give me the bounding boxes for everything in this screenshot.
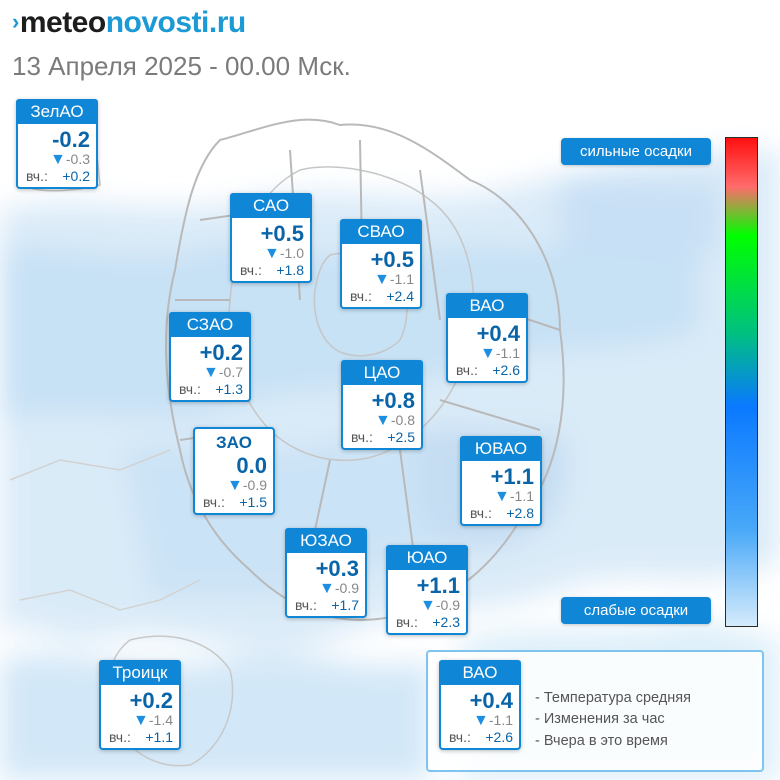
logo-text-part2: novosti.ru <box>105 6 247 39</box>
district-change: -0.9 <box>242 477 267 493</box>
yesterday-label: вч.: <box>396 614 418 630</box>
district-temperature: +1.1 <box>490 464 534 489</box>
district-yesterday: +1.3 <box>215 381 243 397</box>
district-name: ВАО <box>439 660 521 685</box>
district-name: Троицк <box>99 660 181 685</box>
district-yesterday: +1.7 <box>331 597 359 613</box>
district-temperature: +0.4 <box>469 688 513 713</box>
district-card-vao: ВАО +0.4 ▼-1.1 вч.: +2.6 <box>446 293 528 383</box>
legend-example-card: ВАО +0.4 ▼-1.1 вч.: +2.6 <box>439 660 521 750</box>
logo-mark-icon: › <box>12 9 19 34</box>
down-triangle-icon: ▼ <box>480 345 496 362</box>
district-yesterday: +2.3 <box>432 614 460 630</box>
district-temperature: +0.5 <box>370 247 414 272</box>
district-card-zelao: ЗелАО -0.2 ▼-0.3 вч.: +0.2 <box>16 99 98 189</box>
yesterday-label: вч.: <box>203 494 225 510</box>
legend-strong-precip-label: сильные осадки <box>561 138 711 165</box>
district-name: ЮАО <box>386 545 468 570</box>
yesterday-label: вч.: <box>26 168 48 184</box>
district-yesterday: +0.2 <box>62 168 90 184</box>
district-temperature: +0.3 <box>315 556 359 581</box>
district-change: -1.1 <box>495 345 520 361</box>
district-temperature: +0.8 <box>371 388 415 413</box>
down-triangle-icon: ▼ <box>375 412 391 429</box>
district-temperature: +0.2 <box>129 688 173 713</box>
down-triangle-icon: ▼ <box>133 712 149 729</box>
district-temperature: +0.2 <box>199 340 243 365</box>
district-change: -0.8 <box>390 412 415 428</box>
yesterday-label: вч.: <box>179 381 201 397</box>
page-subtitle: 13 Апреля 2025 - 00.00 Мск. <box>12 51 351 81</box>
district-temperature: +0.4 <box>476 321 520 346</box>
district-name: ЗАО <box>216 433 252 452</box>
district-change: -1.1 <box>509 488 534 504</box>
legend-key-temperature: - Температура средняя <box>535 690 691 706</box>
district-change: -0.9 <box>435 597 460 613</box>
district-yesterday: +2.4 <box>386 288 414 304</box>
district-yesterday: +2.5 <box>387 429 415 445</box>
district-change: -1.1 <box>389 271 414 287</box>
legend-key-change: - Изменения за час <box>535 711 665 727</box>
down-triangle-icon: ▼ <box>494 488 510 505</box>
district-card-svao: СВАО +0.5 ▼-1.1 вч.: +2.4 <box>340 219 422 309</box>
district-card-yuvao: ЮВАО +1.1 ▼-1.1 вч.: +2.8 <box>460 436 542 526</box>
down-triangle-icon: ▼ <box>374 271 390 288</box>
yesterday-label: вч.: <box>350 288 372 304</box>
district-temperature: +0.5 <box>260 221 304 246</box>
district-card-troitsk: Троицк +0.2 ▼-1.4 вч.: +1.1 <box>99 660 181 750</box>
district-name: ЮВАО <box>460 436 542 461</box>
district-card-yuzao: ЮЗАО +0.3 ▼-0.9 вч.: +1.7 <box>285 528 367 618</box>
down-triangle-icon: ▼ <box>473 712 489 729</box>
district-card-cao: ЦАО +0.8 ▼-0.8 вч.: +2.5 <box>341 360 423 450</box>
district-change: -1.4 <box>148 712 173 728</box>
district-card-zao: ЗАО 0.0 ▼-0.9 вч.: +1.5 <box>193 427 275 515</box>
district-yesterday: +2.8 <box>506 505 534 521</box>
district-temperature: +1.1 <box>416 573 460 598</box>
district-change: -0.7 <box>218 364 243 380</box>
district-name: ЦАО <box>341 360 423 385</box>
district-change: -1.0 <box>279 245 304 261</box>
district-change: -0.3 <box>65 151 90 167</box>
district-yesterday: +2.6 <box>485 729 513 745</box>
district-card-szao: СЗАО +0.2 ▼-0.7 вч.: +1.3 <box>169 312 251 402</box>
district-yesterday: +1.8 <box>276 262 304 278</box>
district-change: -0.9 <box>334 580 359 596</box>
district-card-yuao: ЮАО +1.1 ▼-0.9 вч.: +2.3 <box>386 545 468 635</box>
district-yesterday: +1.1 <box>145 729 173 745</box>
district-name: САО <box>230 193 312 218</box>
district-name: СВАО <box>340 219 422 244</box>
district-card-sao: САО +0.5 ▼-1.0 вч.: +1.8 <box>230 193 312 283</box>
down-triangle-icon: ▼ <box>203 364 219 381</box>
site-logo: ›meteonovosti.ru <box>12 6 246 40</box>
yesterday-label: вч.: <box>470 505 492 521</box>
yesterday-label: вч.: <box>295 597 317 613</box>
district-name: ЮЗАО <box>285 528 367 553</box>
district-name: ВАО <box>446 293 528 318</box>
down-triangle-icon: ▼ <box>319 580 335 597</box>
yesterday-label: вч.: <box>109 729 131 745</box>
down-triangle-icon: ▼ <box>50 151 66 168</box>
legend-weak-precip-label: слабые осадки <box>561 597 711 624</box>
district-temperature: 0.0 <box>236 453 267 478</box>
down-triangle-icon: ▼ <box>420 597 436 614</box>
down-triangle-icon: ▼ <box>264 245 280 262</box>
yesterday-label: вч.: <box>351 429 373 445</box>
district-yesterday: +2.6 <box>492 362 520 378</box>
precipitation-colorbar <box>725 137 758 627</box>
yesterday-label: вч.: <box>240 262 262 278</box>
district-temperature: -0.2 <box>52 127 90 152</box>
district-name: ЗелАО <box>16 99 98 124</box>
district-name: СЗАО <box>169 312 251 337</box>
yesterday-label: вч.: <box>449 729 471 745</box>
logo-text-part1: meteo <box>19 6 106 39</box>
down-triangle-icon: ▼ <box>227 477 243 494</box>
legend-key-yesterday: - Вчера в это время <box>535 733 668 749</box>
district-yesterday: +1.5 <box>239 494 267 510</box>
yesterday-label: вч.: <box>456 362 478 378</box>
district-change: -1.1 <box>488 712 513 728</box>
